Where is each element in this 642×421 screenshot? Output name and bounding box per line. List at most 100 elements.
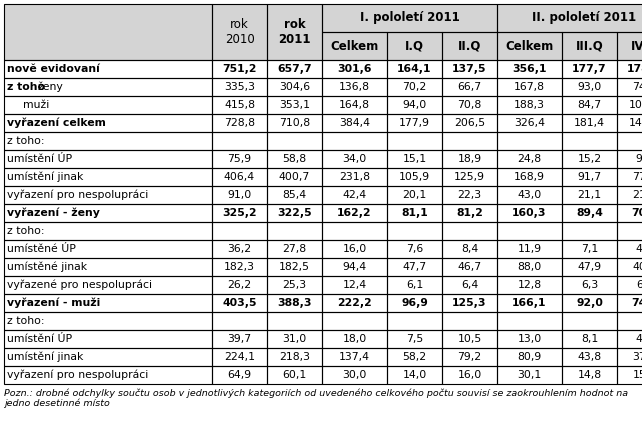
Bar [212, 114, 267, 132]
Bar [322, 78, 387, 96]
Bar [497, 60, 562, 78]
Bar [322, 330, 387, 348]
Bar [322, 294, 387, 312]
Text: 325,2: 325,2 [222, 208, 257, 218]
Bar [387, 258, 442, 276]
Bar [497, 348, 562, 366]
Bar [212, 186, 267, 204]
Bar [617, 186, 642, 204]
Bar [617, 276, 642, 294]
Bar [387, 222, 442, 240]
Bar [322, 312, 387, 330]
Text: II. pololetí 2011: II. pololetí 2011 [532, 11, 637, 24]
Bar [387, 312, 442, 330]
Text: 58,8: 58,8 [282, 154, 307, 164]
Bar [442, 150, 497, 168]
Bar [617, 60, 642, 78]
Bar [442, 330, 497, 348]
Bar [497, 294, 562, 312]
Text: 4,9: 4,9 [636, 334, 642, 344]
Text: rok
2011: rok 2011 [278, 18, 311, 46]
Bar [267, 96, 322, 114]
Bar [267, 114, 322, 132]
Bar [442, 204, 497, 222]
Bar [562, 366, 617, 384]
Text: 188,3: 188,3 [514, 100, 545, 110]
Text: 70,2: 70,2 [403, 82, 427, 92]
Bar [497, 32, 562, 60]
Bar [322, 222, 387, 240]
Text: 89,4: 89,4 [576, 208, 603, 218]
Bar [267, 240, 322, 258]
Bar [617, 32, 642, 60]
Bar [442, 78, 497, 96]
Bar [387, 330, 442, 348]
Text: umístění jinak: umístění jinak [7, 352, 83, 362]
Bar [497, 312, 562, 330]
Bar [387, 78, 442, 96]
Text: vyřazení - muži: vyřazení - muži [7, 298, 100, 308]
Bar [562, 348, 617, 366]
Text: 84,7: 84,7 [577, 100, 602, 110]
Bar [562, 96, 617, 114]
Text: umístění ÚP: umístění ÚP [7, 154, 72, 164]
Text: 37,0: 37,0 [632, 352, 642, 362]
Text: umístěné ÚP: umístěné ÚP [7, 244, 76, 254]
Text: 326,4: 326,4 [514, 118, 545, 128]
Text: 21,9: 21,9 [632, 190, 642, 200]
Bar [562, 222, 617, 240]
Text: 8,4: 8,4 [461, 244, 478, 254]
Bar [497, 150, 562, 168]
Bar [497, 96, 562, 114]
Bar [322, 32, 387, 60]
Bar [322, 96, 387, 114]
Bar [387, 294, 442, 312]
Bar [212, 132, 267, 150]
Bar [267, 132, 322, 150]
Bar [442, 32, 497, 60]
Text: umístění jinak: umístění jinak [7, 172, 83, 182]
Bar [562, 312, 617, 330]
Bar [387, 60, 442, 78]
Text: 710,8: 710,8 [279, 118, 310, 128]
Bar [4, 240, 212, 258]
Bar [442, 222, 497, 240]
Bar [212, 60, 267, 78]
Bar [387, 150, 442, 168]
Bar [322, 258, 387, 276]
Bar [4, 204, 212, 222]
Text: 91,0: 91,0 [227, 190, 252, 200]
Bar [212, 222, 267, 240]
Text: 25,3: 25,3 [282, 280, 307, 290]
Bar [212, 204, 267, 222]
Text: 301,6: 301,6 [337, 64, 372, 74]
Text: 103,6: 103,6 [629, 100, 642, 110]
Bar [322, 4, 497, 32]
Bar [562, 204, 617, 222]
Text: 182,5: 182,5 [279, 262, 310, 272]
Bar [4, 96, 212, 114]
Text: 20,1: 20,1 [403, 190, 427, 200]
Text: 182,3: 182,3 [224, 262, 255, 272]
Bar [267, 258, 322, 276]
Bar [617, 312, 642, 330]
Bar [267, 294, 322, 312]
Bar [322, 60, 387, 78]
Bar [267, 186, 322, 204]
Bar [387, 96, 442, 114]
Text: 34,0: 34,0 [342, 154, 367, 164]
Text: 74,8: 74,8 [632, 82, 642, 92]
Text: 46,7: 46,7 [458, 262, 482, 272]
Bar [497, 312, 562, 330]
Text: 224,1: 224,1 [224, 352, 255, 362]
Bar [562, 114, 617, 132]
Text: 42,4: 42,4 [342, 190, 367, 200]
Text: rok
2010: rok 2010 [225, 18, 254, 46]
Bar [617, 348, 642, 366]
Bar [212, 366, 267, 384]
Text: vyřazení pro nespolupráci: vyřazení pro nespolupráci [7, 190, 148, 200]
Bar [497, 168, 562, 186]
Bar [387, 32, 442, 60]
Bar [497, 114, 562, 132]
Bar [442, 258, 497, 276]
